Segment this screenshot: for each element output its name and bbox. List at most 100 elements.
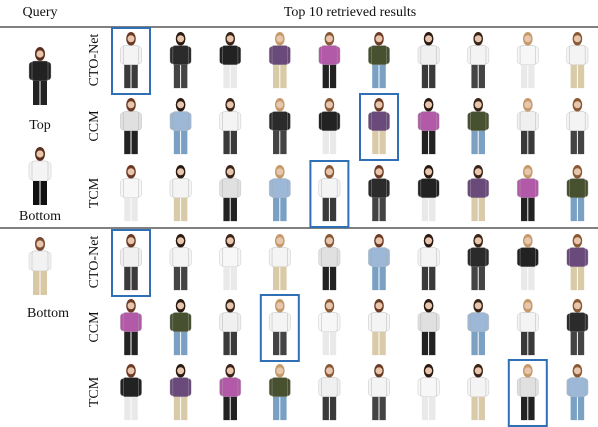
leg <box>478 197 485 222</box>
leg <box>131 331 138 356</box>
leg <box>280 64 287 89</box>
leg <box>528 331 535 356</box>
leg <box>421 396 429 421</box>
face <box>524 35 532 43</box>
leg <box>181 331 188 356</box>
shirt <box>172 247 189 268</box>
model-photo <box>566 299 589 356</box>
face <box>474 237 482 245</box>
model-photo <box>28 47 52 105</box>
model-photo <box>368 234 390 291</box>
leg <box>124 396 131 421</box>
face <box>226 367 234 375</box>
shirt <box>271 111 288 132</box>
face <box>36 50 44 58</box>
shirt <box>420 111 437 132</box>
shirt <box>123 247 139 268</box>
leg <box>570 266 577 291</box>
leg <box>33 181 40 205</box>
model-photo <box>120 32 142 89</box>
face <box>325 237 333 245</box>
model-photo <box>120 234 142 291</box>
shirt <box>569 178 586 199</box>
leg <box>131 266 138 291</box>
results-header: Top 10 retrieved results <box>284 5 416 20</box>
model-photo <box>516 364 539 421</box>
leg <box>322 197 329 222</box>
shirt <box>222 247 239 268</box>
leg <box>528 64 535 89</box>
shirt <box>222 45 239 66</box>
shirt <box>31 250 49 272</box>
leg <box>329 197 337 222</box>
leg <box>329 64 337 89</box>
leg <box>528 197 535 222</box>
shirt <box>420 178 437 199</box>
leg <box>528 130 535 155</box>
face <box>375 35 383 43</box>
shirt <box>321 377 338 398</box>
model-photo <box>268 32 291 89</box>
face <box>177 101 185 109</box>
leg <box>372 130 379 155</box>
model-photo <box>120 98 142 155</box>
face <box>524 367 532 375</box>
face <box>276 367 284 375</box>
model-photo <box>417 299 440 356</box>
shirt <box>519 247 536 268</box>
model-photo <box>318 299 341 356</box>
leg <box>471 197 478 222</box>
model-photo <box>219 98 242 155</box>
model-photo <box>566 234 589 291</box>
face <box>276 101 284 109</box>
leg <box>329 266 337 291</box>
leg <box>273 197 280 222</box>
leg <box>471 130 478 155</box>
shirt <box>123 178 139 199</box>
leg <box>124 64 131 89</box>
leg <box>570 130 577 155</box>
leg <box>230 396 237 421</box>
shirt <box>123 312 139 333</box>
leg <box>280 197 287 222</box>
face <box>474 302 482 310</box>
model-photo <box>467 299 490 356</box>
face <box>325 302 333 310</box>
shirt <box>222 111 239 132</box>
leg <box>429 130 436 155</box>
method-label: TCM <box>87 177 102 208</box>
shirt <box>569 312 586 333</box>
leg <box>280 396 287 421</box>
face <box>276 168 284 176</box>
leg <box>372 197 379 222</box>
shirt <box>519 312 536 333</box>
model-photo <box>318 32 341 89</box>
shirt <box>31 60 49 82</box>
leg <box>429 64 436 89</box>
model-photo <box>219 165 242 222</box>
shirt <box>569 247 586 268</box>
match-highlight <box>111 27 151 95</box>
leg <box>421 197 429 222</box>
shirt <box>172 178 189 199</box>
shirt <box>420 247 437 268</box>
shirt <box>470 377 487 398</box>
leg <box>181 197 188 222</box>
leg <box>372 64 379 89</box>
model-photo <box>318 234 341 291</box>
leg <box>429 396 436 421</box>
model-photo <box>219 234 242 291</box>
leg <box>124 197 131 222</box>
shirt <box>519 377 536 398</box>
model-photo <box>219 364 242 421</box>
leg <box>173 130 181 155</box>
leg <box>230 331 237 356</box>
face <box>573 237 581 245</box>
face <box>177 302 185 310</box>
leg <box>521 266 528 291</box>
face <box>573 302 581 310</box>
model-photo <box>417 165 440 222</box>
query-label: Bottom <box>19 209 61 224</box>
model-photo <box>417 32 440 89</box>
shirt <box>371 45 387 66</box>
